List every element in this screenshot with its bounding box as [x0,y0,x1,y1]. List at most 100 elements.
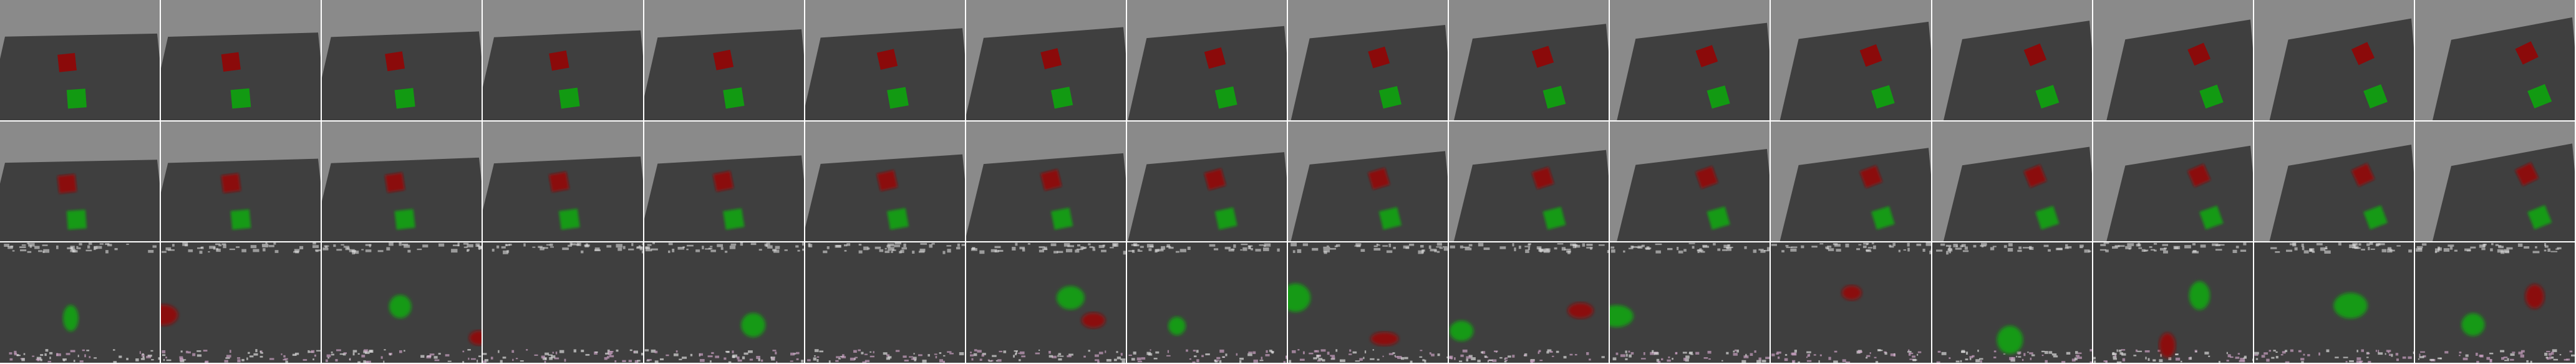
frame-image [483,0,643,120]
red-cube [1695,45,1718,67]
green-cube [2527,84,2552,108]
green-blob [2461,313,2485,336]
red-cube [713,49,734,70]
reconstructed-frames-cell [2415,122,2575,241]
table-surface [1290,151,1448,241]
green-cube [2199,205,2224,230]
table-surface [966,27,1126,120]
table-surface [0,33,160,120]
table-surface [0,160,160,241]
table-surface [966,153,1126,241]
red-cube [1368,46,1390,69]
green-blob [2189,281,2210,310]
green-blob [2333,292,2368,319]
red-cube [876,170,898,191]
red-cube [1859,44,1882,67]
frame-image [161,122,321,241]
green-blob [741,313,766,337]
red-cube [221,173,241,193]
green-cube [2363,84,2388,109]
green-blob [1057,285,1085,310]
degraded-frames-cell [1288,242,1448,363]
frame-image [966,242,1126,363]
green-blob [389,295,412,318]
green-cube [394,88,415,109]
frame-image [1288,242,1448,363]
degraded-frames-cell [322,242,482,363]
frame-image [0,0,160,120]
red-cube [2023,43,2047,67]
reconstructed-frames-cell [2254,122,2414,241]
degraded-frames-cell [2254,242,2414,363]
red-blob [1082,312,1105,328]
table-surface [161,158,321,241]
ground-truth-frames-cell [1449,0,1609,120]
red-cube [385,172,405,193]
frame-image [1932,242,2092,363]
green-cube [66,209,87,230]
frame-image [483,242,643,363]
frame-image [483,122,643,241]
red-cube [1040,169,1062,191]
red-cube [221,52,241,72]
green-cube [887,208,909,230]
red-cube [2515,41,2539,65]
red-cube [1695,166,1718,189]
red-cube [2187,164,2211,187]
green-cube [394,209,415,230]
reconstructed-frames-cell [644,122,804,241]
frame-image [805,122,965,241]
table-surface [1779,21,1931,120]
reconstructed-frames-cell [1610,122,1770,241]
frame-image [644,122,804,241]
frame-image [644,0,804,120]
table-surface [322,31,482,120]
frame-image [2415,242,2575,363]
reconstructed-frames-cell [483,122,643,241]
table-surface [1454,24,1609,120]
red-cube [1204,168,1226,190]
frame-image [966,122,1126,241]
table-surface [805,154,965,241]
reconstructed-frames-cell [1288,122,1448,241]
green-blob [1997,325,2023,354]
green-cube [1378,207,1402,230]
ground-truth-frames-cell [2254,0,2414,120]
red-blob [1842,285,1862,300]
red-blob [469,330,482,345]
green-cube [2035,206,2060,230]
green-cube [887,87,909,109]
red-cube [2351,163,2375,187]
table-surface [805,28,965,120]
ground-truth-frames-cell [966,0,1126,120]
ground-truth-frames-cell [322,0,482,120]
reconstructed-frames-cell [2093,122,2253,241]
red-cube [1859,165,1882,188]
degraded-frames-cell [483,242,643,363]
degraded-frames-cell [2093,242,2253,363]
frame-image [161,0,321,120]
ground-truth-frames-cell [1610,0,1770,120]
frame-image [2093,242,2253,363]
degraded-frames-cell [0,242,160,363]
red-blob [1567,302,1594,318]
reconstructed-frames-cell [805,122,965,241]
degraded-frames-cell [644,242,804,363]
frame-image [1449,122,1609,241]
reconstructed-frames-cell [161,122,321,241]
frame-image [0,122,160,241]
table-surface [1617,22,1770,120]
frame-image [1610,0,1770,120]
ground-truth-frames-cell [1288,0,1448,120]
green-cube [66,89,87,109]
degraded-frames-cell [966,242,1126,363]
green-cube [1214,86,1237,109]
reconstructed-frames-cell [1932,122,2092,241]
red-cube [57,52,77,72]
green-cube [2035,85,2060,109]
table-surface [1454,150,1609,241]
table-surface [483,156,643,241]
reconstructed-frames-cell [0,122,160,241]
frame-image [1771,0,1931,120]
ground-truth-frames-cell [2415,0,2575,120]
